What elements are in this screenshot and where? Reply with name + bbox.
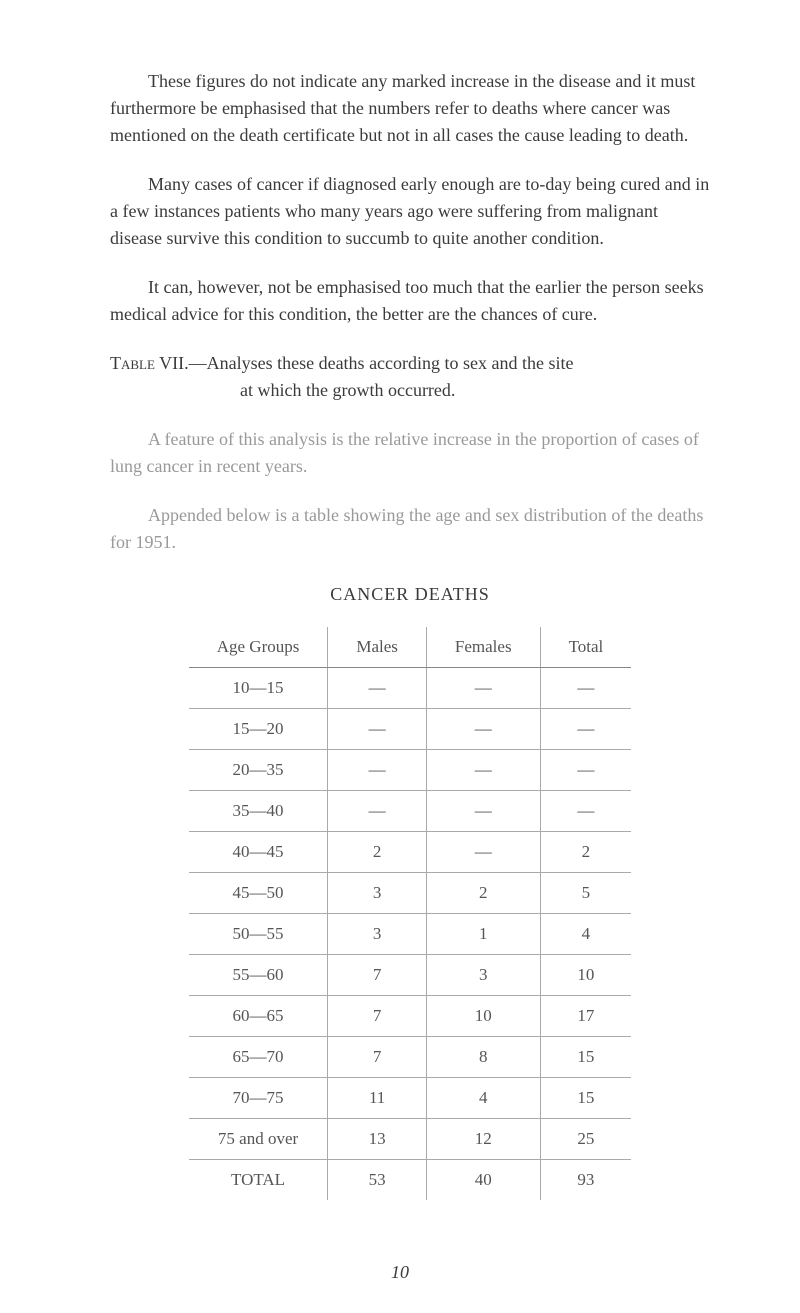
cell-total: 15 <box>540 1078 631 1119</box>
table-row: 75 and over 13 12 25 <box>189 1119 632 1160</box>
paragraph-3: It can, however, not be emphasised too m… <box>110 274 710 328</box>
cell-total: 93 <box>540 1160 631 1201</box>
cell-total: 5 <box>540 873 631 914</box>
cell-males: 3 <box>328 914 427 955</box>
cell-males: — <box>328 668 427 709</box>
cell-males: 7 <box>328 996 427 1037</box>
cancer-deaths-table: Age Groups Males Females Total 10—15 — —… <box>189 627 632 1200</box>
cell-females: 4 <box>426 1078 540 1119</box>
table-row-total: TOTAL 53 40 93 <box>189 1160 632 1201</box>
document-page: These figures do not indicate any marked… <box>0 0 800 1240</box>
cell-age: 45—50 <box>189 873 328 914</box>
cell-total: 25 <box>540 1119 631 1160</box>
cell-total: — <box>540 668 631 709</box>
cell-age: 75 and over <box>189 1119 328 1160</box>
cell-age: TOTAL <box>189 1160 328 1201</box>
header-females: Females <box>426 627 540 668</box>
table-number: Table VII. <box>110 353 189 373</box>
cell-total: 17 <box>540 996 631 1037</box>
cell-males: 2 <box>328 832 427 873</box>
cell-age: 20—35 <box>189 750 328 791</box>
table-header-row: Age Groups Males Females Total <box>189 627 632 668</box>
table-title: CANCER DEATHS <box>110 584 710 605</box>
cell-age: 35—40 <box>189 791 328 832</box>
cell-total: 10 <box>540 955 631 996</box>
table-row: 40—45 2 — 2 <box>189 832 632 873</box>
table-row: 70—75 11 4 15 <box>189 1078 632 1119</box>
cell-total: — <box>540 791 631 832</box>
table-row: 55—60 7 3 10 <box>189 955 632 996</box>
cell-total: 15 <box>540 1037 631 1078</box>
cell-total: 4 <box>540 914 631 955</box>
cell-males: 7 <box>328 955 427 996</box>
paragraph-5: Appended below is a table showing the ag… <box>110 502 710 556</box>
cell-males: 11 <box>328 1078 427 1119</box>
table-row: 35—40 — — — <box>189 791 632 832</box>
cell-males: — <box>328 709 427 750</box>
cell-males: 13 <box>328 1119 427 1160</box>
paragraph-1: These figures do not indicate any marked… <box>110 68 710 149</box>
cell-total: — <box>540 709 631 750</box>
cell-age: 40—45 <box>189 832 328 873</box>
cell-males: 7 <box>328 1037 427 1078</box>
table-body: 10—15 — — — 15—20 — — — 20—35 — — — 35—4… <box>189 668 632 1201</box>
cell-age: 50—55 <box>189 914 328 955</box>
header-total: Total <box>540 627 631 668</box>
table-row: 10—15 — — — <box>189 668 632 709</box>
table-caption-text: —Analyses these deaths according to sex … <box>189 353 574 373</box>
cell-females: 8 <box>426 1037 540 1078</box>
table-row: 65—70 7 8 15 <box>189 1037 632 1078</box>
cell-males: 53 <box>328 1160 427 1201</box>
cell-females: 40 <box>426 1160 540 1201</box>
cell-females: — <box>426 668 540 709</box>
cell-total: 2 <box>540 832 631 873</box>
cell-females: — <box>426 832 540 873</box>
cell-females: — <box>426 750 540 791</box>
cell-age: 60—65 <box>189 996 328 1037</box>
cell-females: 10 <box>426 996 540 1037</box>
paragraph-2: Many cases of cancer if diagnosed early … <box>110 171 710 252</box>
cell-age: 10—15 <box>189 668 328 709</box>
cell-females: 3 <box>426 955 540 996</box>
cell-females: — <box>426 709 540 750</box>
header-age-groups: Age Groups <box>189 627 328 668</box>
cell-females: 12 <box>426 1119 540 1160</box>
paragraph-4: A feature of this analysis is the relati… <box>110 426 710 480</box>
page-number: 10 <box>0 1262 800 1283</box>
cell-females: — <box>426 791 540 832</box>
cell-age: 15—20 <box>189 709 328 750</box>
cell-total: — <box>540 750 631 791</box>
cell-males: — <box>328 750 427 791</box>
table-row: 60—65 7 10 17 <box>189 996 632 1037</box>
cell-males: — <box>328 791 427 832</box>
cell-females: 1 <box>426 914 540 955</box>
cell-males: 3 <box>328 873 427 914</box>
table-row: 15—20 — — — <box>189 709 632 750</box>
header-males: Males <box>328 627 427 668</box>
table-row: 45—50 3 2 5 <box>189 873 632 914</box>
table-caption-continuation: at which the growth occurred. <box>110 377 710 404</box>
table-row: 20—35 — — — <box>189 750 632 791</box>
cell-age: 55—60 <box>189 955 328 996</box>
table-caption: Table VII.—Analyses these deaths accordi… <box>110 350 710 404</box>
cell-age: 70—75 <box>189 1078 328 1119</box>
cell-females: 2 <box>426 873 540 914</box>
table-row: 50—55 3 1 4 <box>189 914 632 955</box>
cell-age: 65—70 <box>189 1037 328 1078</box>
